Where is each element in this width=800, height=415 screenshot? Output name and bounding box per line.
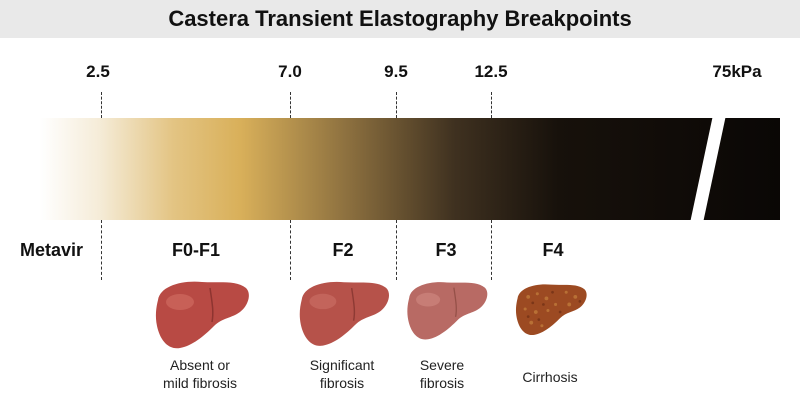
stage-label-f2: F2 — [332, 240, 354, 260]
title-bar: Castera Transient Elastography Breakpoin… — [0, 0, 800, 38]
breakpoint-divider-bottom — [491, 220, 492, 280]
stage-label-f0-f1: F0-F1 — [171, 240, 221, 260]
breakpoint-label-75kpa: 75kPa — [712, 62, 762, 81]
breakpoint-divider-top — [491, 92, 492, 118]
stage-description-f2: Significant fibrosis — [310, 356, 375, 392]
description-line: Significant — [309, 357, 375, 373]
liver-illustration-f3 — [407, 282, 488, 340]
breakpoint-label-9-5: 9.5 — [384, 62, 408, 81]
breakpoint-label-12-5: 12.5 — [474, 62, 508, 81]
scale-break-marker — [690, 115, 726, 223]
liver-illustration-f0-f1 — [155, 281, 249, 349]
description-line: Cirrhosis — [522, 369, 578, 385]
stage-description-f0-f1: Absent or mild fibrosis — [163, 356, 237, 392]
breakpoint-divider-bottom — [101, 220, 102, 280]
breakpoint-divider-top — [101, 92, 102, 118]
breakpoint-label-2-5: 2.5 — [86, 62, 110, 81]
liver-illustration-f4 — [515, 284, 587, 336]
diagram-title: Castera Transient Elastography Breakpoin… — [168, 6, 632, 31]
metavir-label: Metavir — [20, 240, 84, 260]
stage-description-f4: Cirrhosis — [522, 368, 577, 386]
description-line: mild fibrosis — [163, 375, 237, 391]
description-line: Absent or — [170, 357, 230, 373]
breakpoint-divider-bottom — [290, 220, 291, 280]
stage-label-f4: F4 — [542, 240, 564, 260]
breakpoint-divider-top — [396, 92, 397, 118]
stage-label-f3: F3 — [435, 240, 457, 260]
description-line: fibrosis — [319, 375, 365, 391]
breakpoint-divider-bottom — [396, 220, 397, 280]
description-line: Severe — [419, 357, 465, 373]
stage-description-f3: Severe fibrosis — [420, 356, 464, 392]
gradient-fill — [40, 118, 780, 220]
liver-illustration-f2 — [299, 281, 390, 346]
breakpoint-divider-top — [290, 92, 291, 118]
stiffness-gradient-bar — [40, 115, 780, 223]
description-line: fibrosis — [419, 375, 465, 391]
breakpoint-label-7-0: 7.0 — [278, 62, 302, 81]
